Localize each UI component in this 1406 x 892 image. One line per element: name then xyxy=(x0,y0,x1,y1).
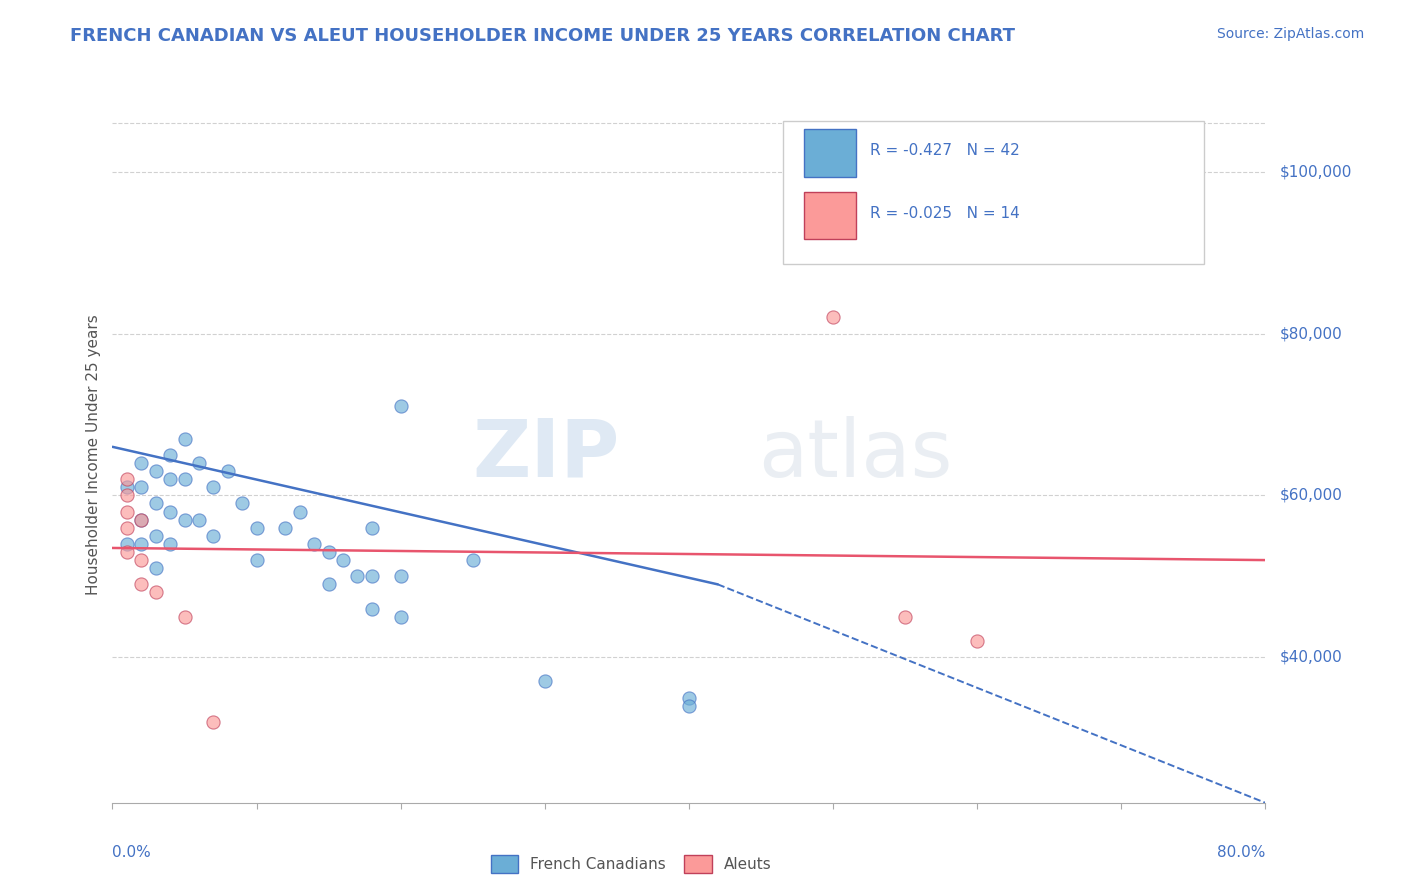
Text: $100,000: $100,000 xyxy=(1279,164,1351,179)
Point xyxy=(245,521,267,535)
Point xyxy=(231,496,253,510)
Point xyxy=(360,521,382,535)
Point xyxy=(173,432,195,446)
Point xyxy=(173,513,195,527)
Point xyxy=(678,690,700,705)
Point xyxy=(389,609,412,624)
Point xyxy=(115,537,138,551)
Point xyxy=(389,569,412,583)
Point xyxy=(159,504,181,518)
Text: $60,000: $60,000 xyxy=(1279,488,1343,503)
Point xyxy=(115,472,138,486)
Point xyxy=(966,634,988,648)
Point xyxy=(202,529,225,543)
Point xyxy=(202,714,225,729)
Point xyxy=(894,609,917,624)
Point xyxy=(274,521,297,535)
Point xyxy=(115,545,138,559)
Legend: French Canadians, Aleuts: French Canadians, Aleuts xyxy=(485,849,778,879)
Text: R = -0.025   N = 14: R = -0.025 N = 14 xyxy=(870,206,1019,221)
Point xyxy=(389,400,412,414)
Point xyxy=(678,698,700,713)
Point xyxy=(332,553,354,567)
Point xyxy=(304,537,326,551)
Point xyxy=(318,545,340,559)
Point xyxy=(129,480,153,494)
Point xyxy=(115,521,138,535)
Text: FRENCH CANADIAN VS ALEUT HOUSEHOLDER INCOME UNDER 25 YEARS CORRELATION CHART: FRENCH CANADIAN VS ALEUT HOUSEHOLDER INC… xyxy=(70,27,1015,45)
Point xyxy=(188,456,211,470)
Text: 80.0%: 80.0% xyxy=(1218,845,1265,860)
Text: R = -0.427   N = 42: R = -0.427 N = 42 xyxy=(870,144,1019,159)
Point xyxy=(129,537,153,551)
Text: $40,000: $40,000 xyxy=(1279,649,1343,665)
FancyBboxPatch shape xyxy=(804,192,856,239)
Point xyxy=(129,513,153,527)
Text: atlas: atlas xyxy=(758,416,952,494)
Point xyxy=(145,464,167,478)
Text: $80,000: $80,000 xyxy=(1279,326,1343,341)
Point xyxy=(461,553,484,567)
Point xyxy=(288,504,311,518)
Point xyxy=(173,609,195,624)
Point xyxy=(159,448,181,462)
Point xyxy=(129,553,153,567)
Point xyxy=(346,569,368,583)
Point xyxy=(115,504,138,518)
Text: Source: ZipAtlas.com: Source: ZipAtlas.com xyxy=(1216,27,1364,41)
Text: 0.0%: 0.0% xyxy=(112,845,152,860)
Text: ZIP: ZIP xyxy=(472,416,620,494)
Point xyxy=(129,513,153,527)
Point xyxy=(245,553,267,567)
Point xyxy=(115,488,138,502)
Point xyxy=(159,537,181,551)
Point xyxy=(145,585,167,599)
Point xyxy=(173,472,195,486)
Point xyxy=(533,674,555,689)
Point xyxy=(821,310,844,325)
Y-axis label: Householder Income Under 25 years: Householder Income Under 25 years xyxy=(86,315,101,595)
Point xyxy=(145,529,167,543)
FancyBboxPatch shape xyxy=(804,129,856,177)
Point xyxy=(145,496,167,510)
Point xyxy=(159,472,181,486)
Point xyxy=(129,456,153,470)
Point xyxy=(202,480,225,494)
Point xyxy=(360,601,382,615)
Point xyxy=(318,577,340,591)
Point xyxy=(129,577,153,591)
Point xyxy=(145,561,167,575)
Point xyxy=(188,513,211,527)
Point xyxy=(217,464,239,478)
Point xyxy=(115,480,138,494)
FancyBboxPatch shape xyxy=(783,121,1205,263)
Point xyxy=(360,569,382,583)
